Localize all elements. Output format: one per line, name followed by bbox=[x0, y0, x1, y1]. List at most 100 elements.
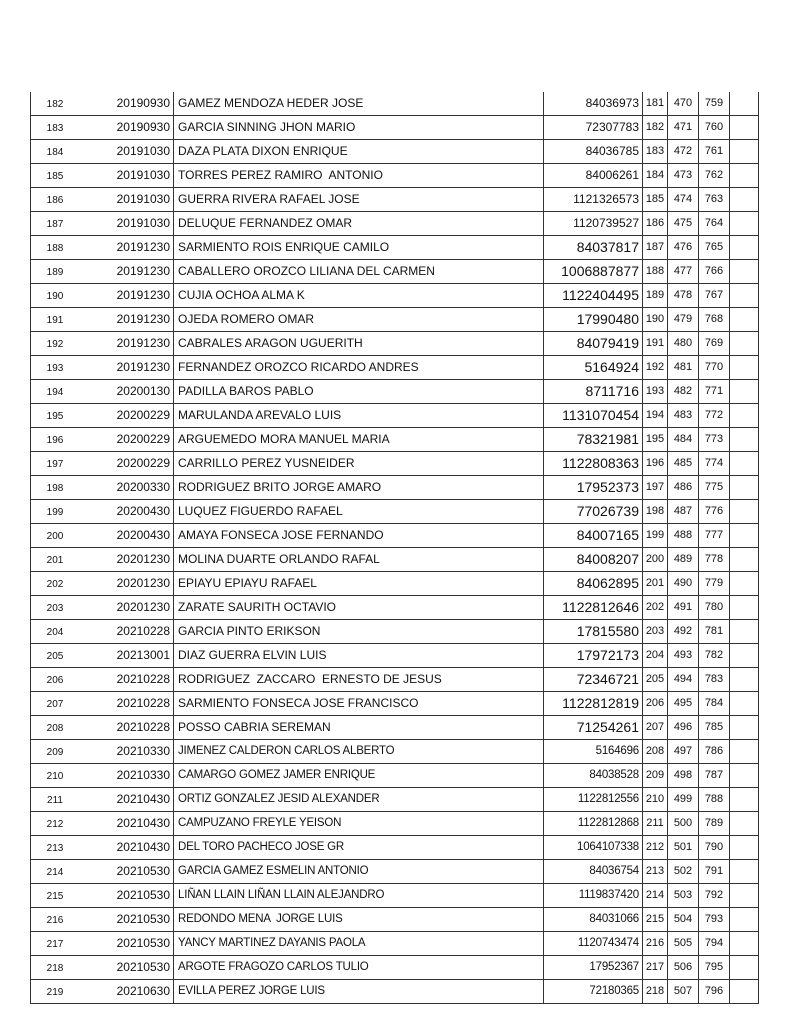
count-a-cell: 218 bbox=[642, 979, 668, 1004]
row-number: 207 bbox=[30, 691, 79, 716]
date-cell: 20210530 bbox=[79, 955, 174, 980]
row-number: 186 bbox=[30, 187, 79, 212]
count-a-cell: 216 bbox=[642, 931, 668, 956]
table-row: 208 20210228 POSSO CABRIA SEREMAN 71254261 2… bbox=[30, 715, 759, 740]
name-cell: CARRILLO PEREZ YUSNEIDER bbox=[173, 451, 544, 476]
row-number: 192 bbox=[30, 331, 79, 356]
table-row: 210 20210330 CAMARGO GOMEZ JAMER ENRIQUE 84… bbox=[30, 763, 759, 788]
table-row: 202 20201230 EPIAYU EPIAYU RAFAEL 84062895 2… bbox=[30, 571, 759, 596]
date-cell: 20191030 bbox=[79, 187, 174, 212]
date-cell: 20190930 bbox=[79, 92, 174, 116]
count-a-cell: 212 bbox=[642, 835, 668, 860]
date-cell: 20200430 bbox=[79, 499, 174, 524]
name-cell: CUJIA OCHOA ALMA K bbox=[173, 283, 544, 308]
count-a-cell: 195 bbox=[642, 427, 668, 452]
row-number: 208 bbox=[30, 715, 79, 740]
count-c-cell: 778 bbox=[698, 547, 730, 572]
date-cell: 20200229 bbox=[79, 427, 174, 452]
name-cell: REDONDO MENA JORGE LUIS bbox=[173, 907, 544, 932]
row-number: 216 bbox=[30, 907, 79, 932]
id-number-cell: 1006887877 bbox=[543, 259, 643, 284]
empty-cell bbox=[729, 979, 759, 1004]
name-cell: GUERRA RIVERA RAFAEL JOSE bbox=[173, 187, 544, 212]
count-a-cell: 210 bbox=[642, 787, 668, 812]
count-c-cell: 784 bbox=[698, 691, 730, 716]
table-row: 203 20201230 ZARATE SAURITH OCTAVIO 1122812… bbox=[30, 595, 759, 620]
name-cell: CABALLERO OROZCO LILIANA DEL CARMEN bbox=[173, 259, 544, 284]
count-c-cell: 772 bbox=[698, 403, 730, 428]
count-b-cell: 481 bbox=[667, 355, 699, 380]
row-number: 185 bbox=[30, 163, 79, 188]
date-cell: 20210530 bbox=[79, 931, 174, 956]
table-row: 209 20210330 JIMENEZ CALDERON CARLOS ALBER… bbox=[30, 739, 759, 764]
date-cell: 20200330 bbox=[79, 475, 174, 500]
count-b-cell: 471 bbox=[667, 115, 699, 140]
table-row: 215 20210530 LIÑAN LLAIN LIÑAN LLAIN ALEJA… bbox=[30, 883, 759, 908]
date-cell: 20210430 bbox=[79, 835, 174, 860]
count-a-cell: 182 bbox=[642, 115, 668, 140]
count-b-cell: 499 bbox=[667, 787, 699, 812]
count-a-cell: 204 bbox=[642, 643, 668, 668]
empty-cell bbox=[729, 739, 759, 764]
row-number: 182 bbox=[30, 92, 79, 116]
name-cell: MOLINA DUARTE ORLANDO RAFAL bbox=[173, 547, 544, 572]
count-b-cell: 483 bbox=[667, 403, 699, 428]
date-cell: 20191030 bbox=[79, 163, 174, 188]
empty-cell bbox=[729, 115, 759, 140]
date-cell: 20191230 bbox=[79, 355, 174, 380]
date-cell: 20210330 bbox=[79, 763, 174, 788]
name-cell: CABRALES ARAGON UGUERITH bbox=[173, 331, 544, 356]
table-row: 193 20191230 FERNANDEZ OROZCO RICARDO ANDR… bbox=[30, 355, 759, 380]
count-a-cell: 199 bbox=[642, 523, 668, 548]
name-cell: DEL TORO PACHECO JOSE GR bbox=[173, 835, 544, 860]
count-c-cell: 759 bbox=[698, 92, 730, 116]
date-cell: 20190930 bbox=[79, 115, 174, 140]
records-table: 182 20190930 GAMEZ MENDOZA HEDER JOSE 84036… bbox=[30, 92, 759, 1004]
count-b-cell: 495 bbox=[667, 691, 699, 716]
empty-cell bbox=[729, 235, 759, 260]
name-cell: GARCIA SINNING JHON MARIO bbox=[173, 115, 544, 140]
count-a-cell: 183 bbox=[642, 139, 668, 164]
row-number: 217 bbox=[30, 931, 79, 956]
count-b-cell: 488 bbox=[667, 523, 699, 548]
table-row: 204 20210228 GARCIA PINTO ERIKSON 17815580 2… bbox=[30, 619, 759, 644]
id-number-cell: 5164924 bbox=[543, 355, 643, 380]
id-number-cell: 71254261 bbox=[543, 715, 643, 740]
date-cell: 20210630 bbox=[79, 979, 174, 1004]
date-cell: 20191230 bbox=[79, 259, 174, 284]
date-cell: 20201230 bbox=[79, 595, 174, 620]
table-row: 211 20210430 ORTIZ GONZALEZ JESID ALEXANDE… bbox=[30, 787, 759, 812]
table-row: 197 20200229 CARRILLO PEREZ YUSNEIDER 11228… bbox=[30, 451, 759, 476]
count-a-cell: 214 bbox=[642, 883, 668, 908]
id-number-cell: 1120739527 bbox=[543, 211, 643, 236]
name-cell: MARULANDA AREVALO LUIS bbox=[173, 403, 544, 428]
table-row: 214 20210530 GARCIA GAMEZ ESMELIN ANTONIO 8… bbox=[30, 859, 759, 884]
id-number-cell: 84037817 bbox=[543, 235, 643, 260]
date-cell: 20200229 bbox=[79, 451, 174, 476]
empty-cell bbox=[729, 427, 759, 452]
id-number-cell: 1122404495 bbox=[543, 283, 643, 308]
count-b-cell: 494 bbox=[667, 667, 699, 692]
count-c-cell: 766 bbox=[698, 259, 730, 284]
count-c-cell: 788 bbox=[698, 787, 730, 812]
count-a-cell: 209 bbox=[642, 763, 668, 788]
count-a-cell: 189 bbox=[642, 283, 668, 308]
count-b-cell: 490 bbox=[667, 571, 699, 596]
count-c-cell: 770 bbox=[698, 355, 730, 380]
count-a-cell: 192 bbox=[642, 355, 668, 380]
row-number: 204 bbox=[30, 619, 79, 644]
count-c-cell: 762 bbox=[698, 163, 730, 188]
count-c-cell: 764 bbox=[698, 211, 730, 236]
id-number-cell: 84036785 bbox=[543, 139, 643, 164]
row-number: 206 bbox=[30, 667, 79, 692]
count-c-cell: 765 bbox=[698, 235, 730, 260]
empty-cell bbox=[729, 907, 759, 932]
name-cell: POSSO CABRIA SEREMAN bbox=[173, 715, 544, 740]
date-cell: 20191230 bbox=[79, 283, 174, 308]
empty-cell bbox=[729, 403, 759, 428]
name-cell: EPIAYU EPIAYU RAFAEL bbox=[173, 571, 544, 596]
name-cell: CAMPUZANO FREYLE YEISON bbox=[173, 811, 544, 836]
count-c-cell: 787 bbox=[698, 763, 730, 788]
name-cell: OJEDA ROMERO OMAR bbox=[173, 307, 544, 332]
date-cell: 20210330 bbox=[79, 739, 174, 764]
